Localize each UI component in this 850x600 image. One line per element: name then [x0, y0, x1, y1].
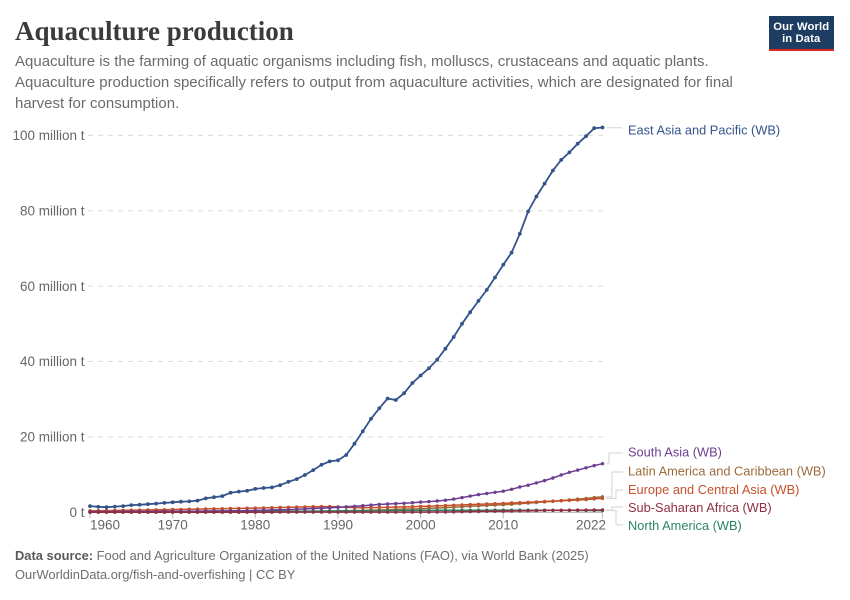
- svg-text:2022: 2022: [576, 518, 606, 533]
- svg-text:0 t: 0 t: [69, 505, 84, 520]
- svg-text:2010: 2010: [488, 518, 518, 533]
- svg-text:1960: 1960: [90, 518, 120, 533]
- svg-text:Sub-Saharan Africa (WB): Sub-Saharan Africa (WB): [628, 500, 772, 515]
- svg-text:2000: 2000: [406, 518, 436, 533]
- svg-text:20 million t: 20 million t: [20, 430, 85, 445]
- svg-text:40 million t: 40 million t: [20, 354, 85, 369]
- svg-text:Europe and Central Asia (WB): Europe and Central Asia (WB): [628, 482, 799, 497]
- svg-text:1990: 1990: [323, 518, 353, 533]
- svg-text:Latin America and Caribbean (W: Latin America and Caribbean (WB): [628, 463, 826, 478]
- svg-text:1970: 1970: [158, 518, 188, 533]
- svg-text:1980: 1980: [240, 518, 270, 533]
- svg-text:60 million t: 60 million t: [20, 279, 85, 294]
- svg-text:South Asia (WB): South Asia (WB): [628, 445, 722, 460]
- svg-text:East Asia and Pacific (WB): East Asia and Pacific (WB): [628, 123, 780, 138]
- svg-text:100 million t: 100 million t: [12, 128, 84, 143]
- svg-text:North America (WB): North America (WB): [628, 518, 742, 533]
- svg-text:80 million t: 80 million t: [20, 203, 85, 218]
